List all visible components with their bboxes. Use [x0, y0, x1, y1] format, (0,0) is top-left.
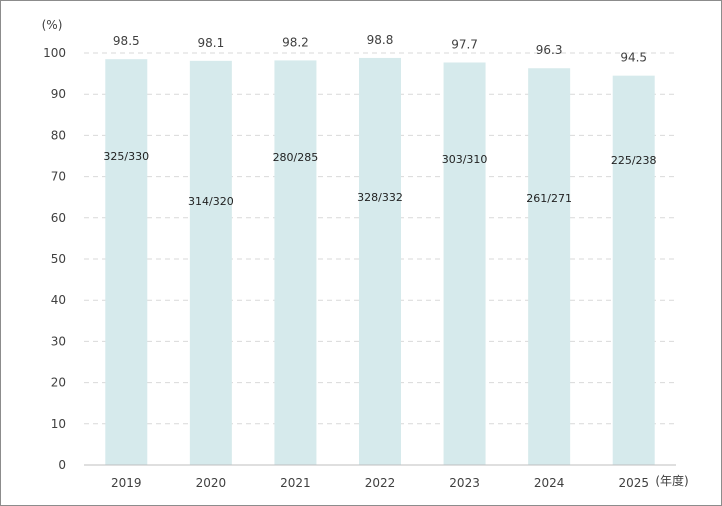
- bar-count-label: 261/271: [526, 192, 572, 205]
- x-tick-label: 2021: [280, 476, 311, 490]
- y-tick-label: 20: [51, 376, 66, 390]
- bar-count-label: 280/285: [273, 151, 319, 164]
- x-tick-label: 2025: [618, 476, 649, 490]
- y-axis-unit-label: (%): [42, 18, 63, 32]
- bar-2022: [359, 57, 401, 465]
- bar-value-label: 94.5: [620, 51, 647, 65]
- bar-count-label: 314/320: [188, 195, 234, 208]
- y-tick-label: 30: [51, 334, 66, 348]
- x-tick-label: 2019: [111, 476, 142, 490]
- bar-2021: [274, 60, 317, 465]
- y-tick-label: 40: [51, 293, 66, 307]
- labels: (%) (年度) 0 10 20 30 40 50 60 70 80 90 100 98.5 325/3…: [42, 18, 689, 490]
- bars: [105, 57, 655, 466]
- bar-2024: [528, 68, 571, 465]
- y-tick-label: 100: [43, 46, 66, 60]
- bar-count-label: 328/332: [357, 191, 403, 204]
- bar-value-label: 98.5: [113, 34, 140, 48]
- x-tick-label: 2023: [449, 476, 480, 490]
- y-tick-label: 80: [51, 128, 66, 142]
- bar-value-label: 98.2: [282, 35, 309, 49]
- bar-value-label: 96.3: [536, 43, 563, 57]
- x-tick-label: 2020: [196, 476, 227, 490]
- bar-count-label: 303/310: [442, 153, 488, 166]
- bar-2019: [105, 59, 148, 466]
- y-tick-label: 60: [51, 211, 66, 225]
- bar-value-label: 98.8: [367, 33, 394, 47]
- bar-2023: [443, 62, 486, 465]
- x-tick-label: 2024: [534, 476, 565, 490]
- bar-value-label: 97.7: [451, 37, 478, 51]
- x-axis-unit-label: (年度): [655, 473, 688, 488]
- bar-count-label: 225/238: [611, 154, 657, 167]
- y-tick-label: 0: [58, 458, 66, 472]
- bar-value-label: 98.1: [197, 36, 224, 50]
- y-tick-label: 10: [51, 417, 66, 431]
- bar-2025: [612, 75, 655, 465]
- y-tick-label: 70: [51, 170, 66, 184]
- bar-2020: [189, 60, 232, 465]
- y-tick-label: 90: [51, 87, 66, 101]
- bar-count-label: 325/330: [103, 150, 149, 163]
- y-tick-label: 50: [51, 252, 66, 266]
- x-tick-label: 2022: [365, 476, 396, 490]
